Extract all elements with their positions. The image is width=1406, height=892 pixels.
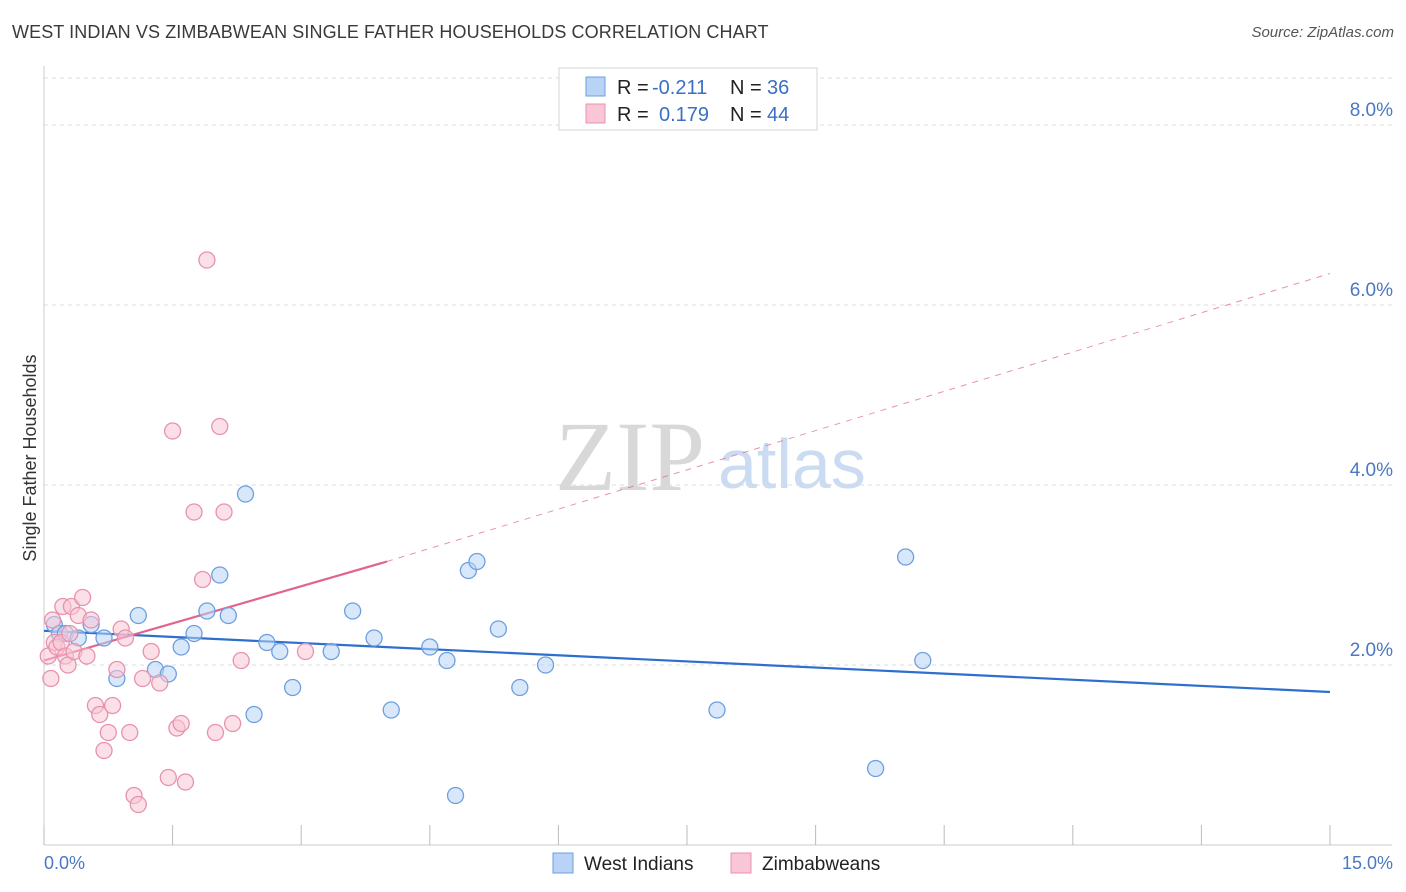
y-tick-label: 2.0% [1350,640,1393,661]
west-indians-point [446,786,465,805]
zimbabweans-point [176,773,195,791]
zimbabweans-point [223,714,242,733]
west-indians-point [258,633,276,652]
points-layer [39,251,932,814]
west-indians-point [914,651,932,670]
west-indians-point [438,651,456,670]
west-indians-point [382,701,400,719]
zimbabweans-point [133,669,152,688]
zimbabweans-point [82,611,100,629]
zimbabweans-point [211,417,229,436]
west-indians-point [95,629,113,647]
zimbabweans-point [78,647,96,665]
west-indians-point [211,566,229,584]
zimbabweans-point [116,629,135,647]
zimbabweans-trendline-extension [386,273,1331,562]
west-indians-point [283,678,302,697]
legend-r-value-2: 0.179 [659,104,709,126]
west-indians-point [219,606,237,625]
west-indians-point [322,642,340,661]
x-tick-label: 0.0% [44,853,85,873]
bottom-legend-zimbabweans: Zimbabweans [762,854,880,875]
source-credit: Source: ZipAtlas.com [1251,24,1394,41]
zimbabweans-point [215,503,233,521]
bottom-legend-swatch-west-indians [552,852,574,874]
west-indians-point [245,705,263,724]
zimbabweans-point [159,768,177,787]
chart-title: WEST INDIAN VS ZIMBABWEAN SINGLE FATHER … [12,22,769,42]
west-indians-point [896,548,915,566]
west-indians-point [129,606,147,625]
west-indians-point [536,656,555,674]
bottom-legend-west-indians: West Indians [584,854,693,875]
zimbabweans-point [296,642,315,661]
west-indians-point [489,620,508,638]
x-tick-label: 15.0% [1342,853,1393,873]
legend-r-label-1: R = [617,77,649,99]
zimbabweans-point [198,251,216,269]
west-indians-trendline [43,629,1331,694]
west-indians-point [708,701,726,719]
zimbabweans-point [43,611,62,629]
west-indians-point [511,678,529,697]
zimbabweans-point [163,422,182,440]
legend-n-label-1: N = [730,77,762,99]
legend-r-label-2: R = [617,104,649,126]
zimbabweans-point [206,723,225,742]
legend-r-value-1: -0.211 [652,77,707,99]
y-tick-label: 8.0% [1350,100,1393,121]
zimbabweans-point [121,723,139,742]
west-indians-point [172,638,190,656]
zimbabweans-point [61,624,79,643]
west-indians-point [421,638,439,656]
legend-n-value-1: 36 [767,77,789,99]
west-indians-point [365,629,383,647]
legend-n-value-2: 44 [767,104,789,126]
legend-swatch-zimbabweans [585,103,606,124]
zimbabweans-point [108,660,126,679]
zimbabweans-point [73,588,92,607]
zimbabweans-point [103,696,122,715]
zimbabweans-point [129,795,147,814]
series-legend: West Indians Zimbabweans [552,852,880,875]
zimbabweans-point [232,651,250,670]
zimbabweans-point [151,674,169,692]
legend-swatch-west-indians [585,76,606,97]
watermark-atlas: atlas [718,425,866,503]
west-indians-point [468,552,486,571]
west-indians-point [866,759,885,778]
y-tick-label: 6.0% [1350,280,1393,301]
zimbabweans-point [172,714,190,733]
watermark-zip: ZIP [555,401,705,512]
zimbabweans-point [142,642,160,661]
zimbabweans-point [185,503,203,521]
bottom-legend-swatch-zimbabweans [730,852,752,874]
west-indians-point [198,602,216,620]
west-indians-point [343,602,362,620]
zimbabweans-point [95,741,113,760]
zimbabweans-point [91,705,109,724]
legend-n-label-2: N = [730,104,762,126]
zimbabweans-point [193,570,212,589]
correlation-legend: R = -0.211 N = 36 R = 0.179 N = 44 [558,67,818,131]
grid-layer [44,77,1392,666]
y-axis-label: Single Father Households [20,354,40,561]
west-indians-point [236,485,255,503]
axis-layer: 2.0% 4.0% 6.0% 8.0% 0.0% 15.0% [43,66,1393,873]
zimbabweans-point [42,669,60,688]
west-indians-point [185,624,203,643]
west-indians-point [271,642,289,661]
zimbabweans-point [99,723,117,742]
y-tick-label: 4.0% [1350,460,1393,481]
